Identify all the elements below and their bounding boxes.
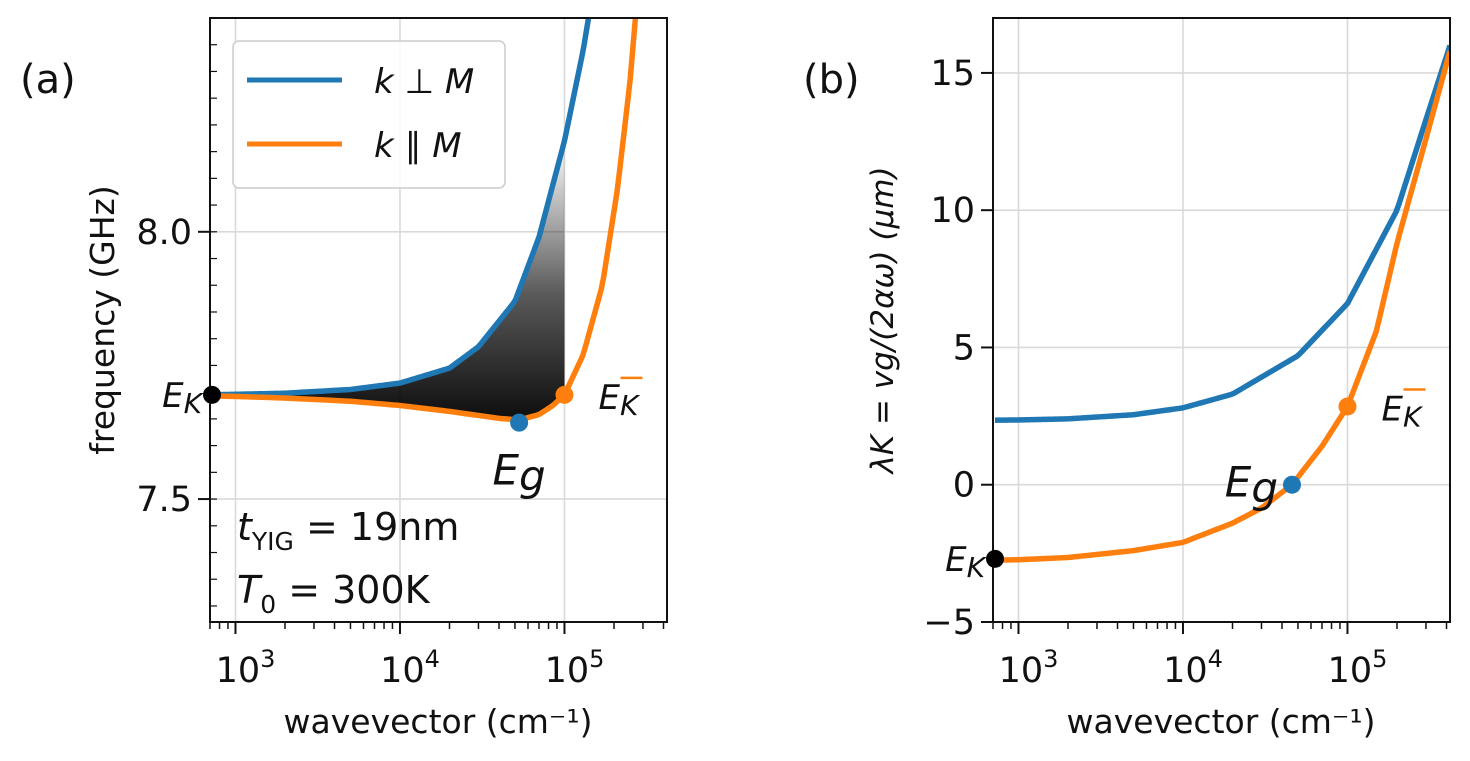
y-tick-label: 10 (930, 191, 975, 231)
panel-b-x-axis-label: wavevector (cm⁻¹) (1067, 702, 1376, 741)
panel-b-ticks: 103 104 105 −5 0 5 10 15 (923, 54, 1448, 691)
panel-b-frame (992, 17, 1451, 623)
panel-a: 103 104 105 7.5 8.0 EK Eg EK (a) frequency (GH… (20, 17, 668, 741)
panel-b-markers: EK Eg EK (945, 388, 1426, 584)
panel-a-y-axis-label: frequency (GHz) (83, 185, 122, 454)
thickness-annotation: tYIG = 19nm (237, 505, 459, 556)
marker-label: EK (162, 376, 204, 420)
x-tick-label: 105 (545, 645, 605, 691)
panel-b-series (994, 44, 1450, 563)
y-tick-label: 0 (953, 466, 975, 506)
x-tick-label: 103 (216, 645, 276, 691)
legend-label-perp: k ⊥ M (374, 62, 474, 102)
x-tick-label: 104 (380, 645, 440, 691)
marker-label: EK (945, 540, 987, 584)
panel-a-frame (209, 17, 668, 623)
x-tick-label: 103 (999, 645, 1059, 691)
series-para-line (994, 50, 1450, 563)
marker-dot (986, 549, 1005, 568)
legend: k ⊥ M k ∥ M (232, 40, 506, 189)
panel-b-label: (b) (803, 57, 860, 103)
series-perp-line (994, 44, 1450, 423)
x-tick-label: 105 (1328, 645, 1388, 691)
panel-b-y-axis-label: λK = vg/(2αω) (μm) (865, 166, 901, 475)
marker-dot (203, 385, 222, 404)
marker-dot (510, 413, 529, 432)
legend-label-para: k ∥ M (374, 126, 462, 166)
panel-a-ticks: 103 104 105 7.5 8.0 (136, 44, 665, 691)
x-tick-label: 104 (1163, 645, 1223, 691)
marker-label: Eg (493, 446, 546, 501)
marker-label: EK (1381, 389, 1423, 433)
marker-label: Eg (1225, 458, 1278, 513)
y-tick-label: −5 (923, 603, 975, 643)
y-tick-label: 15 (930, 54, 975, 94)
panel-b: 103 104 105 −5 0 5 10 15 EK Eg EK (b) λK = vg/(2α… (803, 17, 1451, 741)
marker-dot (1338, 397, 1357, 416)
y-tick-label: 8.0 (136, 213, 192, 253)
marker-dot (555, 385, 574, 404)
marker-label: EK (598, 378, 640, 422)
y-tick-label: 7.5 (136, 480, 192, 520)
panel-a-label: (a) (20, 57, 76, 103)
panel-a-markers: EK Eg EK (162, 376, 643, 501)
marker-dot (1283, 475, 1302, 494)
panel-a-x-axis-label: wavevector (cm⁻¹) (284, 702, 593, 741)
series-perp-line (211, 18, 592, 398)
temperature-annotation: T0 = 300K (237, 568, 431, 619)
y-tick-label: 5 (953, 328, 975, 368)
